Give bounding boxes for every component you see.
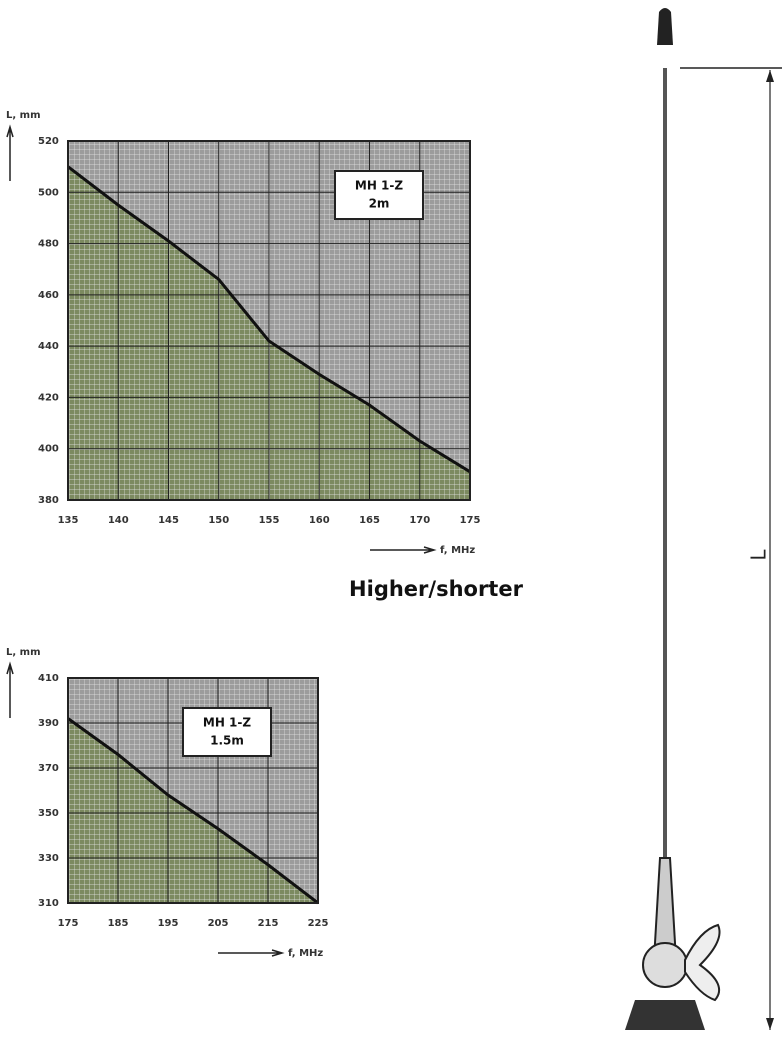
x-axis-label: f, MHz	[288, 948, 323, 959]
y-arrow	[6, 661, 14, 718]
y-tick-label: 390	[38, 718, 59, 729]
y-tick-label: 480	[38, 239, 59, 250]
x-tick-label: 170	[409, 515, 430, 526]
y-tick-label: 330	[38, 853, 59, 864]
label-line: 2m	[369, 197, 390, 211]
line	[67, 717, 319, 905]
y-tick-label: 520	[38, 136, 59, 147]
x-axis-label: f, MHz	[440, 545, 475, 556]
y-tick-label: 400	[38, 444, 59, 455]
x-tick-label: 140	[108, 515, 129, 526]
x-tick-label: 155	[259, 515, 280, 526]
x-tick-label: 225	[308, 918, 329, 929]
x-tick-label: 135	[58, 515, 79, 526]
y-tick-label: 420	[38, 392, 59, 403]
label-box	[182, 707, 272, 757]
x-tick-label: 175	[460, 515, 481, 526]
line	[67, 165, 471, 474]
y-tick-label: 440	[38, 341, 59, 352]
x-tick-label: 185	[108, 918, 129, 929]
y-tick-label: 410	[38, 673, 59, 684]
y-arrow	[6, 124, 14, 181]
charts: 380 400 420 440 460 480 500 520 135 140 145 150 155 1…	[6, 110, 480, 959]
x-arrow	[218, 949, 285, 957]
x-tick-label: 205	[208, 918, 229, 929]
x-tick-label: 145	[158, 515, 179, 526]
antenna-drawing	[625, 8, 782, 1030]
label-box	[334, 170, 424, 220]
plot-frame	[67, 140, 471, 501]
y-tick-label: 380	[38, 495, 59, 506]
plot-frame	[67, 677, 319, 904]
x-tick-label: 165	[359, 515, 380, 526]
y-tick-label: 370	[38, 763, 59, 774]
y-tick-label: 350	[38, 808, 59, 819]
x-arrow	[370, 546, 437, 554]
y-axis-label: L, mm	[6, 110, 41, 121]
y-tick-label: 460	[38, 290, 59, 301]
label-line: MH 1-Z	[203, 716, 251, 730]
label-line: 1.5m	[210, 734, 244, 748]
x-tick-label: 215	[258, 918, 279, 929]
dimension-label: L	[747, 549, 771, 561]
y-tick-label: 500	[38, 187, 59, 198]
label-line: MH 1-Z	[355, 179, 403, 193]
x-tick-label: 195	[158, 918, 179, 929]
y-tick-label: 310	[38, 898, 59, 909]
x-tick-label: 150	[208, 515, 229, 526]
x-tick-label: 175	[58, 918, 79, 929]
x-tick-label: 160	[309, 515, 330, 526]
y-axis-label: L, mm	[6, 647, 41, 658]
annotation: Higher/shorter	[349, 577, 524, 601]
